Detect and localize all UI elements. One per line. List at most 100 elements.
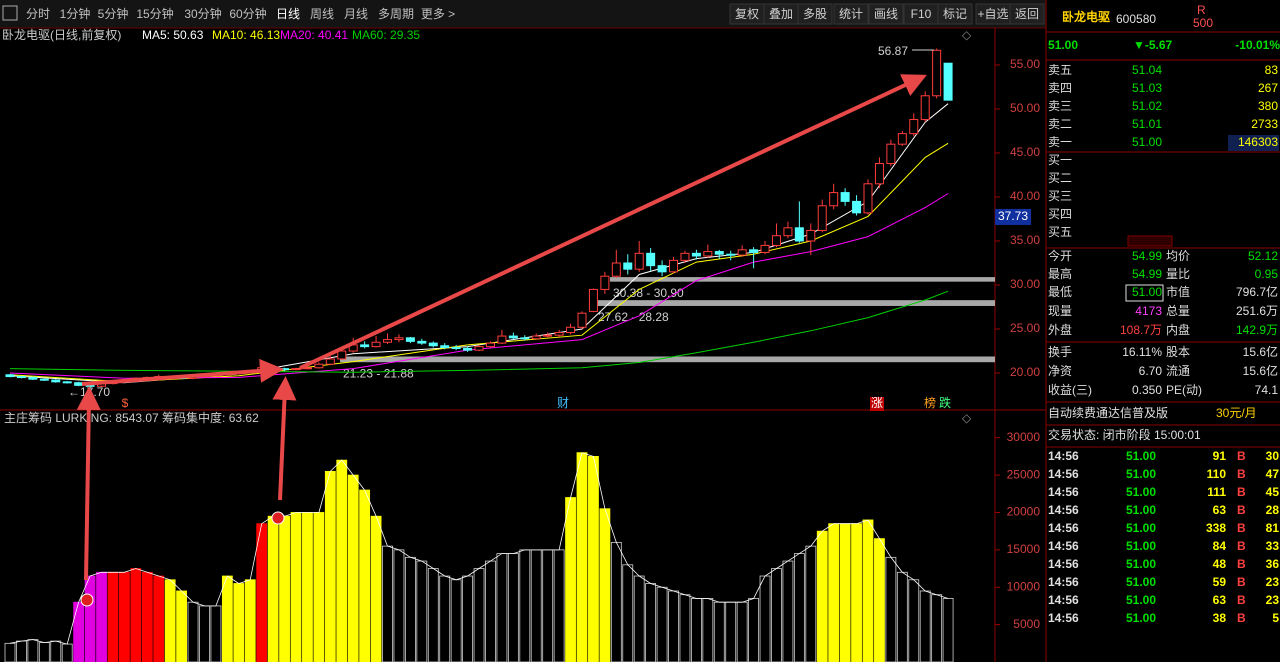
- trade-price: 51.00: [1126, 467, 1156, 481]
- bar: [141, 571, 153, 662]
- candle-body: [920, 95, 930, 121]
- event-marker[interactable]: $: [122, 396, 129, 410]
- bar: [290, 512, 302, 662]
- bar: [919, 590, 931, 662]
- candle-body: [360, 344, 370, 348]
- period-tab[interactable]: 月线: [344, 7, 368, 21]
- candle-body: [840, 192, 850, 202]
- period-tab[interactable]: 周线: [310, 7, 334, 21]
- tool-button[interactable]: 画线: [874, 7, 898, 21]
- icon[interactable]: ◇: [962, 28, 972, 42]
- banner[interactable]: 自动续费通达信普及版: [1048, 406, 1168, 420]
- stat-label: 市值: [1166, 284, 1190, 299]
- bar: [4, 642, 16, 662]
- bar: [553, 549, 565, 662]
- bar: [336, 459, 348, 662]
- trade-volume: 91: [1213, 449, 1227, 463]
- bar: [439, 575, 451, 662]
- tool-button[interactable]: 统计: [839, 7, 863, 21]
- candle-body: [62, 381, 72, 384]
- candle-body: [531, 335, 541, 340]
- event-marker[interactable]: 财: [557, 396, 569, 410]
- trade-price: 51.00: [1126, 575, 1156, 589]
- zone-label: 21.23 - 21.88: [343, 366, 414, 380]
- bar: [748, 598, 759, 662]
- ma-line: [9, 142, 949, 383]
- period-tab[interactable]: 30分钟: [184, 6, 221, 21]
- bar: [599, 508, 611, 662]
- tool-bg[interactable]: [833, 3, 869, 25]
- trade-time: 14:56: [1048, 593, 1079, 607]
- y-tick-label: 5000: [1013, 617, 1040, 631]
- stat-value: 16.11%: [1122, 345, 1162, 359]
- trade-side: B: [1237, 521, 1246, 535]
- tool-button[interactable]: +自选: [977, 7, 1008, 21]
- event-marker[interactable]: 跌: [939, 395, 951, 410]
- trade-count: 23: [1266, 575, 1280, 589]
- trade-time: 14:56: [1048, 575, 1079, 589]
- bar: [782, 560, 794, 662]
- tool-button[interactable]: 多股: [803, 7, 827, 21]
- arrow: [81, 358, 284, 386]
- trade-price: 51.00: [1126, 449, 1156, 463]
- bar: [50, 640, 62, 662]
- bar: [244, 579, 256, 662]
- zone-label: 30.38 - 30.90: [613, 286, 684, 300]
- tool-bg[interactable]: [1009, 3, 1045, 25]
- bar: [393, 549, 405, 662]
- stat-value: 15.6亿: [1243, 363, 1278, 378]
- event-marker[interactable]: 榜: [924, 395, 936, 410]
- tool-button[interactable]: 复权: [735, 7, 759, 21]
- tool-bg[interactable]: [797, 3, 833, 25]
- collapse-button[interactable]: [1127, 235, 1173, 247]
- period-tab[interactable]: 更多 >: [421, 7, 455, 21]
- y-tick-label: 45.00: [1010, 145, 1040, 159]
- period-tab[interactable]: 1分钟: [60, 6, 91, 21]
- bar: [187, 601, 199, 662]
- banner-price[interactable]: 30元/月: [1216, 406, 1257, 420]
- tool-button[interactable]: F10: [911, 7, 932, 21]
- signal-ball: [80, 593, 94, 607]
- bar: [96, 571, 107, 662]
- stat-label: PE(动): [1166, 383, 1202, 397]
- trade-side: B: [1237, 485, 1246, 499]
- candle-body: [485, 342, 495, 348]
- period-tab[interactable]: 日线: [276, 7, 300, 21]
- ma-line: [9, 103, 949, 384]
- bar: [622, 564, 634, 662]
- tool-bg[interactable]: [937, 3, 973, 25]
- menu-icon[interactable]: [2, 5, 18, 21]
- trade-volume: 338: [1206, 521, 1226, 535]
- ask-label: 卖五: [1048, 63, 1072, 77]
- legend-entry: MA5: 50.63: [142, 28, 204, 42]
- stock-name: 卧龙电驱: [1062, 9, 1110, 24]
- tool-button[interactable]: 返回: [1015, 7, 1039, 21]
- tool-button[interactable]: 叠加: [769, 7, 793, 21]
- candle-body: [325, 358, 335, 365]
- stat-value: 0.350: [1132, 383, 1162, 397]
- stat-label: 最高: [1048, 266, 1072, 281]
- candle-body: [566, 326, 576, 334]
- trade-price: 51.00: [1126, 539, 1156, 553]
- ask-volume: 146303: [1238, 135, 1278, 149]
- trade-side: B: [1237, 503, 1246, 517]
- tool-bg[interactable]: [868, 3, 904, 25]
- bar: [370, 515, 382, 662]
- price-tag: [995, 208, 1031, 225]
- period-tab[interactable]: 多周期: [378, 7, 414, 21]
- bar: [16, 640, 27, 662]
- period-tab[interactable]: 5分钟: [98, 6, 129, 21]
- bar: [279, 515, 290, 662]
- bar: [530, 549, 542, 662]
- trade-price: 51.00: [1126, 593, 1156, 607]
- bar: [164, 579, 176, 662]
- bar: [507, 553, 519, 662]
- event-marker[interactable]: 涨: [871, 395, 883, 410]
- period-tab[interactable]: 分时: [26, 7, 50, 21]
- tool-button[interactable]: 标记: [943, 7, 967, 21]
- period-tab[interactable]: 15分钟: [136, 6, 173, 21]
- highlight: [1228, 135, 1279, 151]
- icon[interactable]: ◇: [962, 411, 972, 425]
- period-tab[interactable]: 60分钟: [229, 6, 266, 21]
